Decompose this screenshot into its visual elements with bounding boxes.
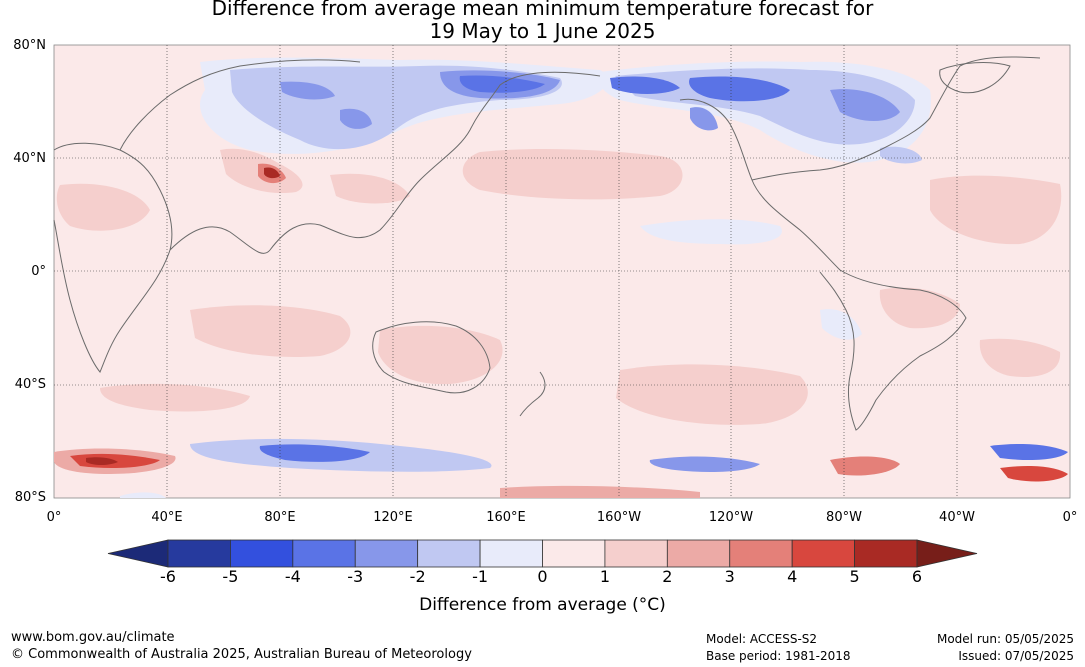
footer-base-period: Base period: 1981-2018 — [706, 649, 851, 663]
colorbar-swatch — [292, 539, 356, 568]
lat-label-40n: 40°N — [13, 151, 46, 166]
lon-label-40e: 40°E — [151, 510, 183, 525]
colorbar-tick-label: 1 — [599, 567, 610, 586]
hudson-cool-patch — [880, 146, 922, 164]
eurasia-africa-coast — [53, 59, 601, 373]
colorbar — [107, 539, 978, 568]
lon-label-120w: 120°W — [708, 510, 754, 525]
map-title-line1: Difference from average mean minimum tem… — [211, 0, 874, 20]
footer-copyright: © Commonwealth of Australia 2025, Austra… — [11, 647, 472, 662]
colorbar-tick-label: -4 — [284, 567, 301, 586]
colorbar-swatch — [479, 539, 543, 568]
lon-label-40w: 40°W — [939, 510, 975, 525]
colorbar-title: Difference from average (°C) — [419, 595, 666, 615]
footer-issued: Issued: 07/05/2025 — [958, 649, 1074, 663]
indian-ocean-warm-patch — [190, 305, 351, 358]
tibet-warm-3 — [264, 167, 280, 179]
colorbar-swatch — [604, 539, 668, 568]
colorbar-tick-label: -6 — [160, 567, 176, 586]
antarctic-cool-patch — [120, 492, 166, 498]
samerica-cool-patch — [820, 309, 862, 340]
map-title-line2: 19 May to 1 June 2025 — [429, 19, 656, 43]
americas-coast — [679, 56, 1041, 431]
lon-label-80e: 80°E — [264, 510, 296, 525]
colorbar-low-extend — [107, 539, 169, 568]
colorbar-swatch — [854, 539, 918, 568]
colorbar-tick-label: -2 — [409, 567, 426, 586]
siberia-strong-cold-4 — [340, 108, 372, 129]
so-warm-band-3 — [86, 457, 118, 465]
spacific-warm-patch — [616, 364, 808, 425]
lon-label-0-left: 0° — [46, 510, 62, 525]
colorbar-tick-label: -3 — [347, 567, 364, 586]
epac-cool-patch — [640, 219, 782, 245]
siberia-strong-cold-3 — [280, 81, 335, 100]
antarctic-warm-patch — [500, 485, 700, 498]
coastlines — [53, 56, 1041, 431]
colorbar-tick-label: 2 — [662, 567, 673, 586]
newzealand-coast — [519, 371, 546, 417]
colorbar-tick-label: 4 — [787, 567, 798, 586]
lon-label-160w: 160°W — [596, 510, 642, 525]
colorbar-tick-label: 0 — [537, 567, 548, 586]
colorbar-swatch — [666, 539, 731, 568]
so-cool-band-2 — [259, 444, 370, 462]
so-warm-band-5 — [1000, 466, 1068, 482]
colorbar-swatch — [167, 539, 231, 568]
colorbar-high-extend — [916, 539, 978, 568]
so-cool-band-4 — [990, 444, 1068, 460]
nam-strong-cold-1 — [689, 76, 790, 102]
colorbar-swatch — [230, 539, 294, 568]
graticule — [54, 45, 1070, 498]
lon-label-80w: 80°W — [826, 510, 862, 525]
footer-website: www.bom.gov.au/climate — [11, 630, 175, 645]
asia-warm-patch — [330, 173, 410, 204]
lat-label-80s: 80°S — [14, 490, 46, 505]
colorbar-tick-label: 3 — [724, 567, 735, 586]
australia-warm-patch — [378, 325, 503, 385]
colorbar-swatch — [354, 539, 419, 568]
nam-cold-patch — [615, 68, 915, 145]
samerica-warm-patch — [879, 287, 960, 329]
npacific-warm-patch — [462, 149, 683, 200]
siberia-strong-cold-2 — [459, 75, 545, 93]
lat-label-0: 0° — [31, 264, 46, 279]
colorbar-swatch — [729, 539, 793, 568]
greenland-coast — [939, 62, 1011, 94]
natlantic-warm-patch — [930, 175, 1062, 245]
colorbar-tick-label: 6 — [911, 567, 923, 586]
nam-strong-cold-3 — [610, 76, 680, 94]
nam-strong-cold-2 — [830, 89, 900, 121]
colorbar-tick-label: -1 — [472, 567, 489, 586]
lon-label-160e: 160°E — [486, 510, 526, 525]
lat-label-40s: 40°S — [14, 377, 46, 392]
so-warm-band-4 — [830, 456, 900, 476]
africa-warm-patch — [56, 183, 150, 231]
colorbar-tick-label: -5 — [222, 567, 239, 586]
alaska-cold-patch — [690, 107, 718, 131]
anomaly-patches — [54, 57, 1068, 498]
colorbar-swatch — [791, 539, 855, 568]
footer-model-run: Model run: 05/05/2025 — [936, 632, 1074, 646]
lat-label-80n: 80°N — [13, 38, 46, 53]
lon-label-120e: 120°E — [373, 510, 413, 525]
colorbar-tick-label: 5 — [849, 567, 860, 586]
southern-midlat-warm-patch — [100, 383, 250, 412]
lon-label-0-right: 0° — [1062, 510, 1078, 525]
so-cool-band-3 — [649, 456, 760, 472]
australia-coast — [372, 321, 491, 394]
satlantic-warm-patch — [979, 338, 1061, 377]
footer-model: Model: ACCESS-S2 — [706, 632, 818, 646]
colorbar-swatch — [417, 539, 481, 568]
colorbar-swatch — [542, 539, 606, 568]
